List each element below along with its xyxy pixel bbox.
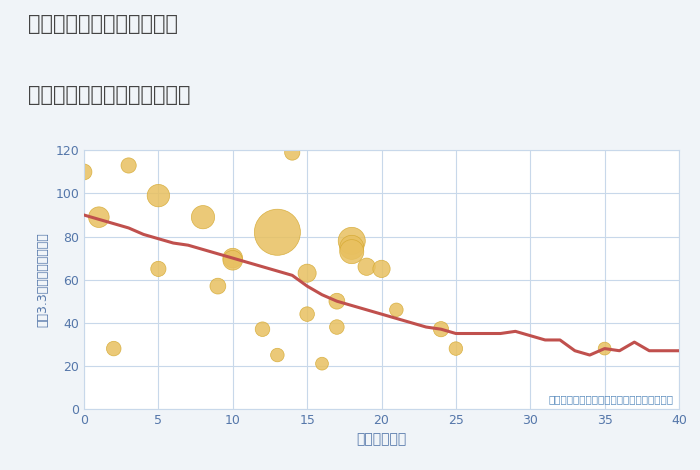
Point <box>331 298 342 305</box>
Point <box>93 213 104 221</box>
Point <box>153 265 164 273</box>
Point <box>272 351 283 359</box>
X-axis label: 築年数（年）: 築年数（年） <box>356 432 407 446</box>
Point <box>123 162 134 169</box>
Point <box>435 325 447 333</box>
Point <box>316 360 328 368</box>
Point <box>227 257 238 264</box>
Point <box>287 149 298 157</box>
Text: 岐阜県飛騨市宮川町戸谷の: 岐阜県飛騨市宮川町戸谷の <box>28 14 178 34</box>
Point <box>197 213 209 221</box>
Text: 築年数別中古マンション価格: 築年数別中古マンション価格 <box>28 85 190 105</box>
Point <box>346 248 357 255</box>
Point <box>108 345 119 352</box>
Point <box>257 325 268 333</box>
Point <box>302 269 313 277</box>
Point <box>346 237 357 244</box>
Text: 円の大きさは、取引のあった物件面積を示す: 円の大きさは、取引のあった物件面積を示す <box>548 394 673 404</box>
Point <box>450 345 461 352</box>
Point <box>599 345 610 352</box>
Point <box>302 310 313 318</box>
Y-axis label: 坪（3.3㎡）単価（万円）: 坪（3.3㎡）単価（万円） <box>36 232 50 327</box>
Point <box>272 228 283 236</box>
Point <box>212 282 223 290</box>
Point <box>331 323 342 331</box>
Point <box>346 243 357 251</box>
Point <box>227 254 238 262</box>
Point <box>391 306 402 313</box>
Point <box>78 168 90 176</box>
Point <box>376 265 387 273</box>
Point <box>361 263 372 271</box>
Point <box>153 192 164 199</box>
